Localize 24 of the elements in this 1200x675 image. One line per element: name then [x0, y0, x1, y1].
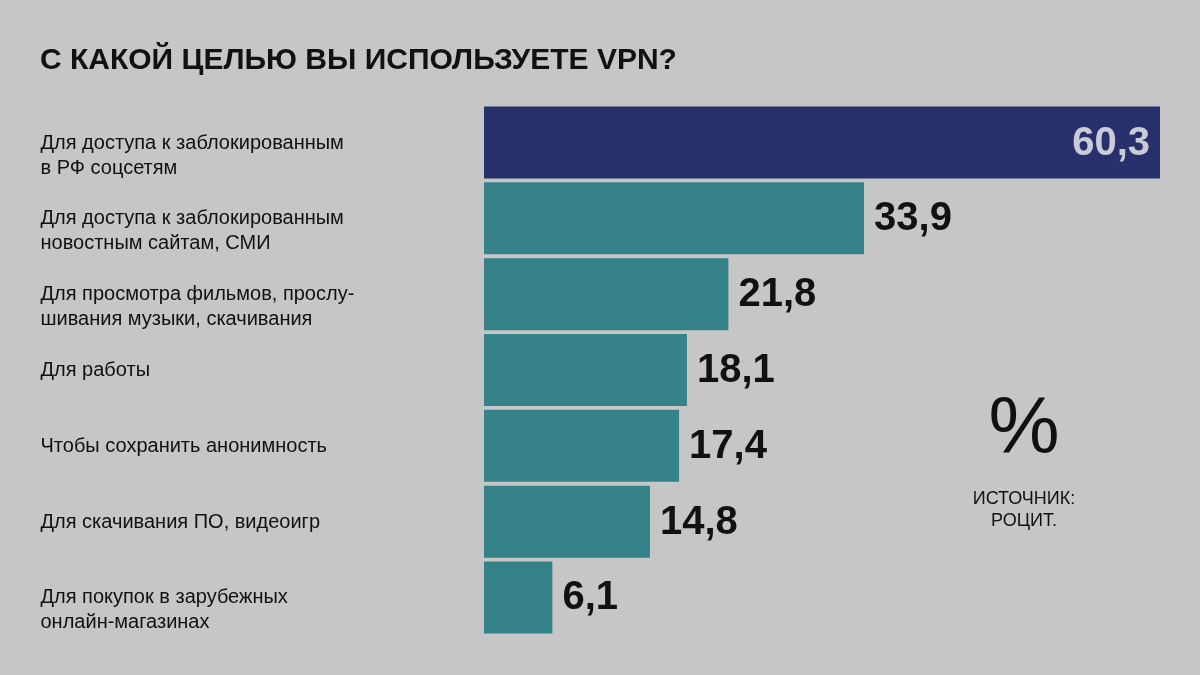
data-label: 21,8	[738, 270, 817, 315]
data-label: 33,9	[874, 194, 952, 239]
data-label: 17,4	[689, 421, 768, 466]
bar	[484, 561, 553, 634]
bar	[484, 182, 865, 255]
data-label: 6,1	[562, 573, 618, 618]
bar	[484, 258, 729, 331]
data-label: 18,1	[696, 346, 775, 390]
y-tick-label: Для просмотра фильмов, прослу- шивания музыки, скачивания	[40, 282, 355, 330]
y-tick-label: Чтобы сохранить анонимность	[40, 433, 328, 456]
y-tick-label: Для доступа к заблокированным новостным сайтам, СМИ	[40, 206, 344, 254]
bar	[484, 333, 687, 407]
y-tick-label: Для покупок в зарубежных онлайн-магазинах	[40, 585, 288, 633]
data-label: 14,8	[659, 497, 738, 542]
y-tick-label: Для скачивания ПО, видеоигр	[40, 509, 321, 532]
annotation: %	[988, 381, 1060, 470]
annotation: ИСТОЧНИК: РОЦИТ.	[972, 488, 1076, 530]
bar	[484, 485, 650, 558]
data-label: 60,3	[1072, 118, 1150, 163]
chart-title: С КАКОЙ ЦЕЛЬЮ ВЫ ИСПОЛЬЗУЕТЕ VPN?	[40, 42, 677, 75]
bar	[484, 409, 680, 482]
y-tick-label: Для доступа к заблокированным в РФ соцсетям	[40, 130, 344, 178]
bar	[484, 106, 1160, 179]
y-tick-label: Для работы	[40, 358, 151, 380]
